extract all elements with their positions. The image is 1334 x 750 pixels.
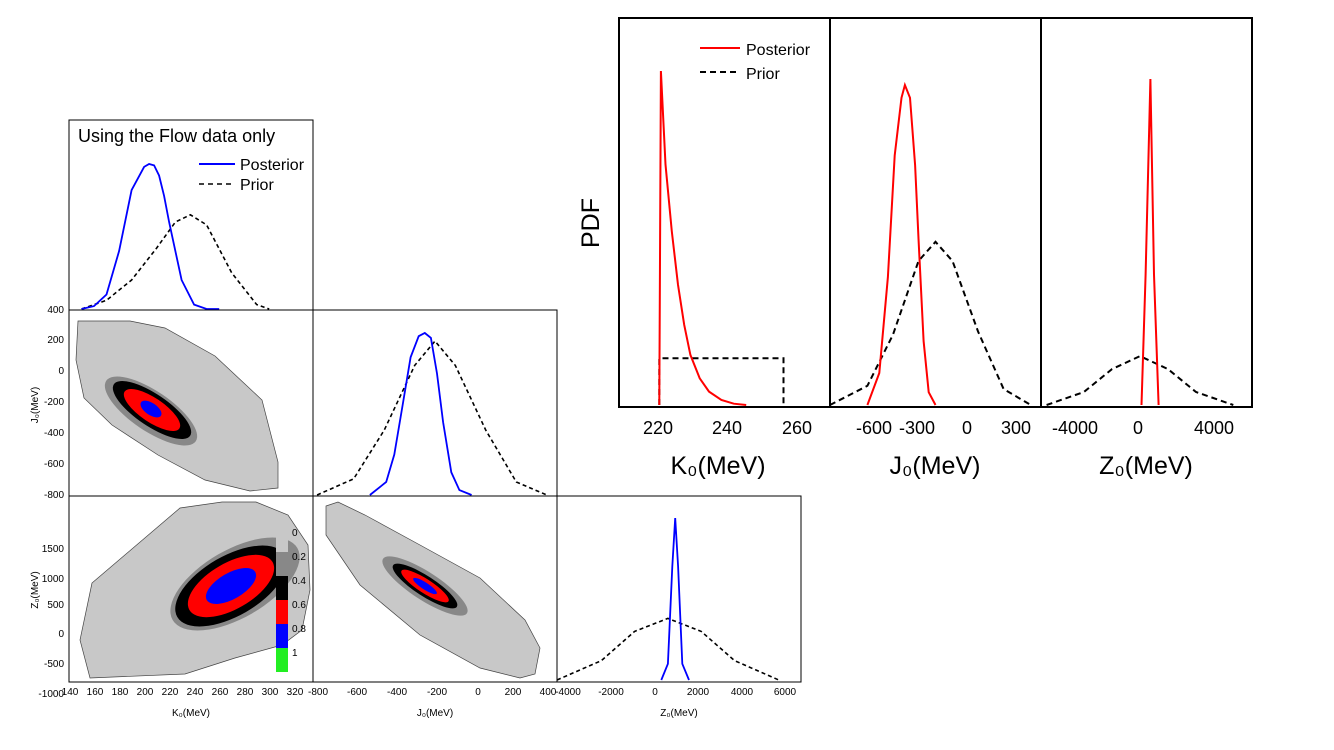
colorbar-swatch-04 bbox=[276, 576, 288, 600]
x-tick-label: 260 bbox=[782, 418, 812, 438]
y-tick-label: -500 bbox=[44, 659, 64, 670]
x-tick-label: 220 bbox=[643, 418, 673, 438]
y-tick-label: 400 bbox=[47, 305, 64, 316]
contour-level-08 bbox=[140, 400, 162, 418]
x-tick-label: -600 bbox=[856, 418, 892, 438]
x-axis-label: K₀(MeV) bbox=[670, 452, 765, 480]
colorbar-swatch-1 bbox=[276, 648, 288, 672]
x-axis-label: J₀(MeV) bbox=[417, 708, 453, 719]
x-tick-label: 200 bbox=[505, 687, 522, 698]
y-tick-label: 500 bbox=[47, 600, 64, 611]
contour-level-08 bbox=[205, 568, 257, 604]
x-tick-label: 400 bbox=[540, 687, 557, 698]
x-tick-label: 220 bbox=[162, 687, 179, 698]
x-tick-label: 6000 bbox=[774, 687, 797, 698]
x-tick-label: 300 bbox=[262, 687, 279, 698]
series-line-posterior bbox=[81, 163, 220, 310]
x-tick-label: -800 bbox=[308, 687, 328, 698]
x-tick-label: 0 bbox=[652, 687, 658, 698]
y-tick-label: -800 bbox=[44, 490, 64, 501]
x-tick-label: -4000 bbox=[1052, 418, 1098, 438]
x-tick-label: 280 bbox=[237, 687, 254, 698]
x-tick-label: -600 bbox=[347, 687, 367, 698]
x-axis-label: Z₀(MeV) bbox=[1099, 452, 1193, 480]
x-tick-label: 160 bbox=[87, 687, 104, 698]
y-tick-label: -1000 bbox=[38, 689, 64, 700]
series-line-prior bbox=[556, 617, 780, 681]
panel-right-j0: -600 -300 0 300 J₀(MeV) bbox=[829, 17, 1042, 480]
colorbar-label: 0.6 bbox=[292, 600, 306, 611]
x-tick-label: 140 bbox=[62, 687, 79, 698]
legend-prior-label: Prior bbox=[746, 66, 780, 83]
colorbar-swatch-02 bbox=[276, 552, 288, 576]
y-tick-label: 0 bbox=[58, 629, 64, 640]
y-axis-label: J₀(MeV) bbox=[30, 387, 41, 423]
colorbar-swatch-0 bbox=[276, 528, 288, 552]
x-tick-label: 4000 bbox=[1194, 418, 1234, 438]
series-line-prior bbox=[316, 339, 548, 496]
panel-z0-vs-k0: 0 0.2 0.4 0.6 0.8 1 1500 1000 500 0 -500… bbox=[30, 495, 314, 719]
x-tick-label: 300 bbox=[1001, 418, 1031, 438]
panel-j0-marginal bbox=[312, 309, 558, 497]
x-tick-label: 0 bbox=[1133, 418, 1143, 438]
x-axis-label: K₀(MeV) bbox=[172, 708, 210, 719]
series-line-posterior bbox=[866, 81, 937, 406]
y-axis-label: Z₀(MeV) bbox=[30, 571, 41, 608]
colorbar-swatch-08 bbox=[276, 624, 288, 648]
y-tick-label: 1500 bbox=[42, 544, 65, 555]
panel-title: Using the Flow data only bbox=[78, 126, 275, 146]
x-tick-label: -4000 bbox=[555, 687, 581, 698]
x-tick-label: 320 bbox=[287, 687, 304, 698]
y-tick-label: -400 bbox=[44, 428, 64, 439]
contour-level-08 bbox=[413, 577, 437, 595]
series-line-posterior bbox=[660, 517, 690, 681]
legend-prior-label: Prior bbox=[240, 177, 274, 194]
colorbar-label: 0.8 bbox=[292, 624, 306, 635]
x-tick-label: 240 bbox=[187, 687, 204, 698]
x-tick-label: -200 bbox=[427, 687, 447, 698]
y-tick-label: -200 bbox=[44, 397, 64, 408]
panel-z0-marginal: -4000 -2000 0 2000 4000 6000 Z₀(MeV) bbox=[555, 495, 802, 719]
series-line-prior bbox=[1046, 354, 1234, 406]
panel-k0-marginal: Using the Flow data only Posterior Prior bbox=[68, 119, 314, 311]
x-tick-label: 180 bbox=[112, 687, 129, 698]
series-line-prior bbox=[829, 240, 1032, 406]
y-axis-label: PDF bbox=[577, 198, 605, 248]
colorbar-label: 0.4 bbox=[292, 576, 306, 587]
x-axis-label: Z₀(MeV) bbox=[660, 708, 697, 719]
x-tick-label: -300 bbox=[899, 418, 935, 438]
x-tick-label: 4000 bbox=[731, 687, 754, 698]
legend-posterior-label: Posterior bbox=[240, 157, 305, 174]
colorbar-swatch-06 bbox=[276, 600, 288, 624]
y-tick-label: 200 bbox=[47, 335, 64, 346]
x-tick-label: 200 bbox=[137, 687, 154, 698]
panel-j0-vs-k0: 400 200 0 -200 -400 -600 -800 J₀(MeV) bbox=[30, 305, 314, 501]
x-tick-label: 0 bbox=[962, 418, 972, 438]
x-tick-label: 260 bbox=[212, 687, 229, 698]
x-tick-label: 240 bbox=[712, 418, 742, 438]
x-tick-label: -400 bbox=[387, 687, 407, 698]
panel-right-k0: Posterior Prior 220 240 260 K₀(MeV) PDF bbox=[577, 17, 831, 480]
x-tick-label: -2000 bbox=[598, 687, 624, 698]
y-tick-label: 0 bbox=[58, 366, 64, 377]
series-line-prior bbox=[658, 357, 785, 405]
y-tick-label: 1000 bbox=[42, 574, 65, 585]
x-tick-label: 2000 bbox=[687, 687, 710, 698]
x-tick-label: 0 bbox=[475, 687, 481, 698]
colorbar-label: 1 bbox=[292, 648, 298, 659]
series-line-posterior bbox=[658, 70, 747, 406]
series-line-posterior bbox=[1140, 78, 1160, 406]
series-line-prior bbox=[81, 213, 270, 310]
panel-z0-vs-j0: -800 -600 -400 -200 0 200 400 J₀(MeV) bbox=[308, 495, 558, 719]
colorbar-label: 0.2 bbox=[292, 552, 306, 563]
panel-right-z0: -4000 0 4000 Z₀(MeV) bbox=[1040, 17, 1253, 480]
y-tick-label: -600 bbox=[44, 459, 64, 470]
series-line-posterior bbox=[369, 331, 472, 496]
x-axis-label: J₀(MeV) bbox=[890, 452, 981, 480]
legend-posterior-label: Posterior bbox=[746, 42, 811, 59]
colorbar-label: 0 bbox=[292, 528, 298, 539]
